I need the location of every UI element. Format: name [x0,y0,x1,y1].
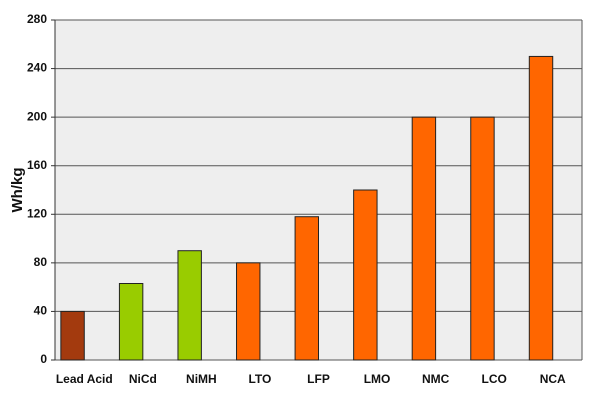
x-tick-label: NiMH [186,372,217,386]
x-tick-label: Lead Acid [56,372,113,386]
bar [528,55,554,361]
x-tick-label: NMC [422,372,450,386]
y-tick-label: 280 [27,12,47,26]
bar [470,116,495,361]
y-tick-label: 80 [34,255,48,269]
bar [353,189,378,361]
y-tick-label: 240 [27,61,47,75]
x-tick-label: LMO [364,372,391,386]
y-tick-label: 200 [27,109,47,123]
y-tick-label: 0 [40,352,47,366]
bar [60,310,85,361]
y-tick-label: 40 [34,304,48,318]
x-tick-label: LFP [307,372,330,386]
x-tick-label: NiCd [129,372,157,386]
x-tick-label: NCA [540,372,566,386]
bar [118,283,144,361]
y-axis-label: Wh/kg [9,168,26,213]
bar [294,216,320,361]
bar [411,116,437,361]
y-tick-label: 120 [27,206,47,220]
x-tick-label: LTO [248,372,271,386]
bar [177,250,202,361]
x-tick-label: LCO [481,372,506,386]
bar [236,262,261,361]
y-tick-label: 160 [27,158,47,172]
